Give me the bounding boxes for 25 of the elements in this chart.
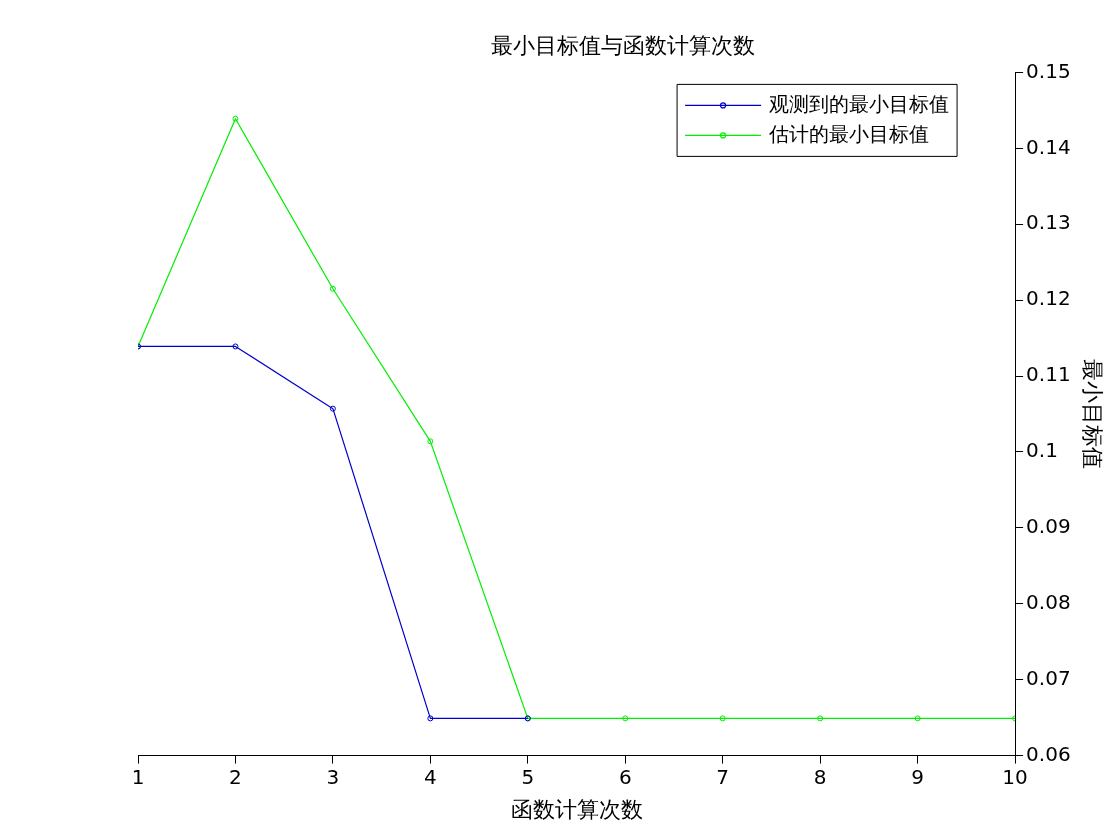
- x-tick-label: 2: [229, 764, 242, 789]
- x-tick-label: 9: [911, 764, 924, 789]
- x-tick-label: 4: [423, 764, 437, 789]
- y-tick-label: 0.15: [1026, 58, 1071, 83]
- y-axis-title: 最小目标值: [1080, 359, 1106, 469]
- chart-title: 最小目标值与函数计算次数: [491, 32, 755, 58]
- x-tick-label: 7: [716, 764, 730, 789]
- y-tick-label: 0.1: [1026, 438, 1058, 463]
- y-tick-label: 0.11: [1026, 362, 1071, 387]
- x-axis-title: 函数计算次数: [510, 796, 643, 822]
- x-tick-label: 8: [813, 764, 827, 789]
- x-tick-label: 10: [1002, 764, 1028, 789]
- x-tick-label: 1: [131, 764, 145, 789]
- y-tick-label: 0.06: [1026, 741, 1071, 766]
- y-tick-label: 0.14: [1026, 134, 1071, 159]
- y-tick-label: 0.12: [1026, 286, 1071, 311]
- x-tick-label: 6: [618, 764, 632, 789]
- y-tick-label: 0.07: [1026, 665, 1071, 690]
- y-tick-label: 0.13: [1026, 210, 1071, 235]
- legend-label: 观测到的最小目标值: [769, 91, 950, 116]
- y-tick-label: 0.09: [1026, 514, 1071, 539]
- x-tick-label: 5: [521, 764, 535, 789]
- legend-label: 估计的最小目标值: [768, 121, 930, 146]
- y-tick-label: 0.08: [1026, 589, 1071, 614]
- x-tick-label: 3: [326, 764, 340, 789]
